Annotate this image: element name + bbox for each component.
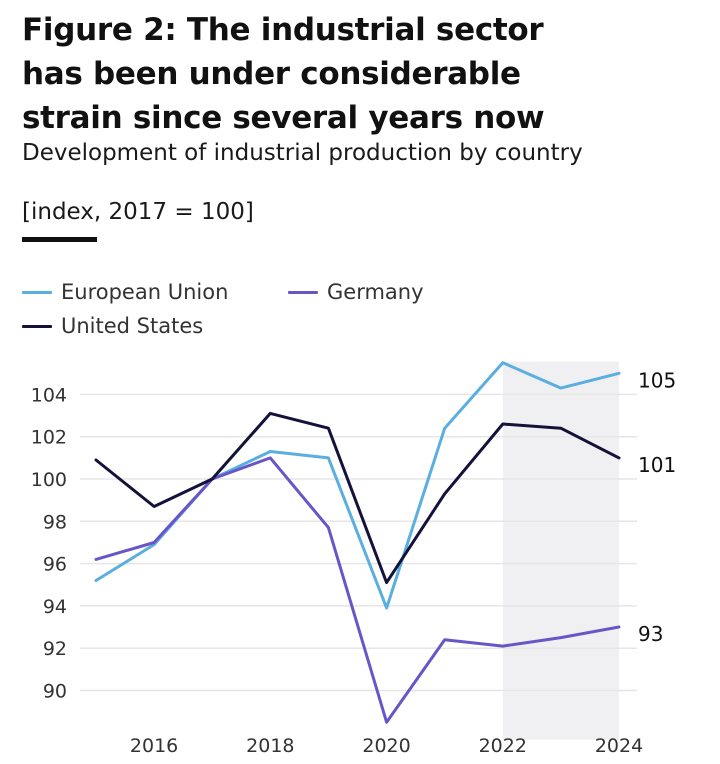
- end-label-germany: 93: [638, 622, 663, 646]
- y-tick-label: 92: [43, 638, 67, 660]
- chart-subtitle: Development of industrial production by …: [22, 140, 583, 166]
- chart-title: Figure 2: The industrial sector has been…: [22, 8, 702, 140]
- legend-swatch-european-union: [22, 290, 52, 294]
- y-tick-label: 94: [43, 596, 67, 618]
- x-tick-label: 2020: [362, 735, 410, 757]
- end-labels: 105 93 101: [638, 368, 676, 646]
- legend-item-european-union: European Union: [22, 280, 228, 304]
- x-tick-label: 2024: [595, 735, 643, 757]
- legend-label-germany: Germany: [327, 280, 424, 304]
- legend-swatch-germany: [288, 290, 318, 294]
- end-label-eu: 105: [638, 368, 676, 392]
- y-tick-label: 90: [43, 681, 67, 703]
- legend-item-united-states: United States: [22, 314, 203, 338]
- y-tick-label: 98: [43, 511, 67, 533]
- y-tick-label: 96: [43, 554, 67, 576]
- series-layer: [94, 361, 621, 724]
- title-underline-rule: [22, 237, 97, 242]
- series-line-united-states: [94, 411, 621, 585]
- end-label-us: 101: [638, 453, 676, 477]
- y-tick-label: 104: [31, 384, 67, 406]
- x-tick-label: 2022: [479, 735, 527, 757]
- title-line-1: Figure 2: The industrial sector: [22, 12, 544, 48]
- series-line-germany: [94, 456, 621, 724]
- x-tick-label: 2018: [246, 735, 294, 757]
- legend-item-germany: Germany: [288, 280, 424, 304]
- y-axis-ticks: 90 92 94 96 98 100 102 104: [31, 384, 67, 702]
- legend-label-united-states: United States: [61, 314, 204, 338]
- title-line-2: has been under considerable: [22, 56, 521, 92]
- x-axis-ticks: 2016 2018 2020 2022 2024: [130, 735, 643, 757]
- legend-swatch-united-states: [22, 324, 52, 328]
- title-line-3: strain since several years now: [22, 100, 545, 136]
- y-tick-label: 100: [31, 469, 67, 491]
- unit-label: [index, 2017 = 100]: [22, 199, 254, 225]
- shade-layer: [502, 361, 619, 740]
- shaded-period: [502, 361, 619, 740]
- y-tick-label: 102: [31, 427, 67, 449]
- x-tick-label: 2016: [130, 735, 178, 757]
- legend-label-european-union: European Union: [61, 280, 229, 304]
